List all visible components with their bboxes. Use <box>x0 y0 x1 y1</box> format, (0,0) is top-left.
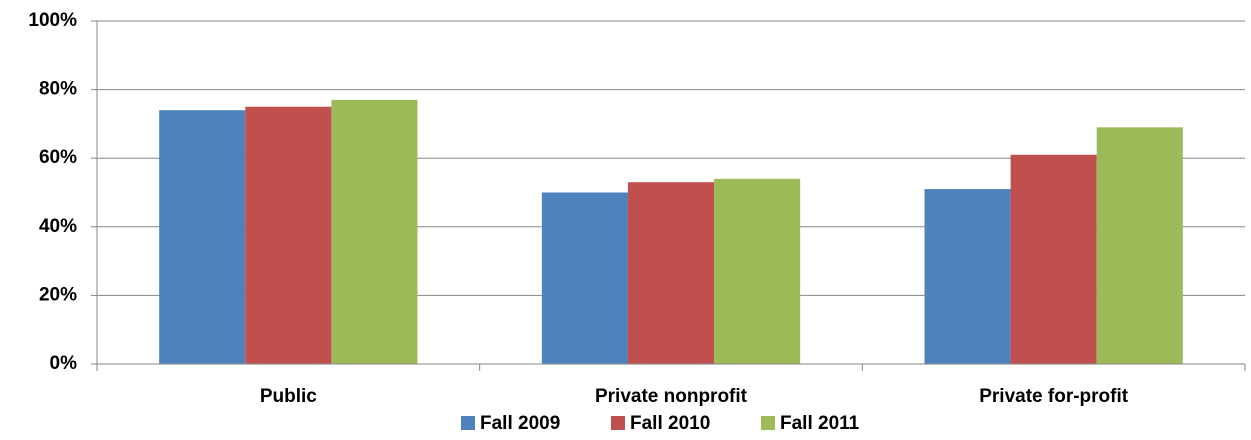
bar <box>1096 127 1183 364</box>
y-tick-label: 60% <box>39 147 77 168</box>
legend-label: Fall 2009 <box>480 413 560 434</box>
bar <box>1010 154 1097 364</box>
y-tick-label: 100% <box>28 10 77 31</box>
y-tick-label: 20% <box>39 284 77 305</box>
bar <box>627 182 715 364</box>
y-tick-label: 40% <box>39 216 77 237</box>
legend-label: Fall 2011 <box>780 413 860 434</box>
bar <box>714 178 801 364</box>
x-tick-label: Private for-profit <box>979 386 1129 407</box>
legend-swatch <box>461 416 475 430</box>
bar <box>245 106 332 364</box>
legend-swatch <box>761 416 775 430</box>
bar <box>541 192 628 364</box>
x-tick-label: Public <box>260 386 317 407</box>
y-tick-label: 0% <box>50 353 78 374</box>
legend-label: Fall 2010 <box>630 413 710 434</box>
bar <box>331 99 418 364</box>
bar <box>159 110 246 365</box>
y-tick-label: 80% <box>39 79 77 100</box>
legend-swatch <box>611 416 625 430</box>
bar <box>924 189 1011 364</box>
x-tick-label: Private nonprofit <box>595 386 748 407</box>
